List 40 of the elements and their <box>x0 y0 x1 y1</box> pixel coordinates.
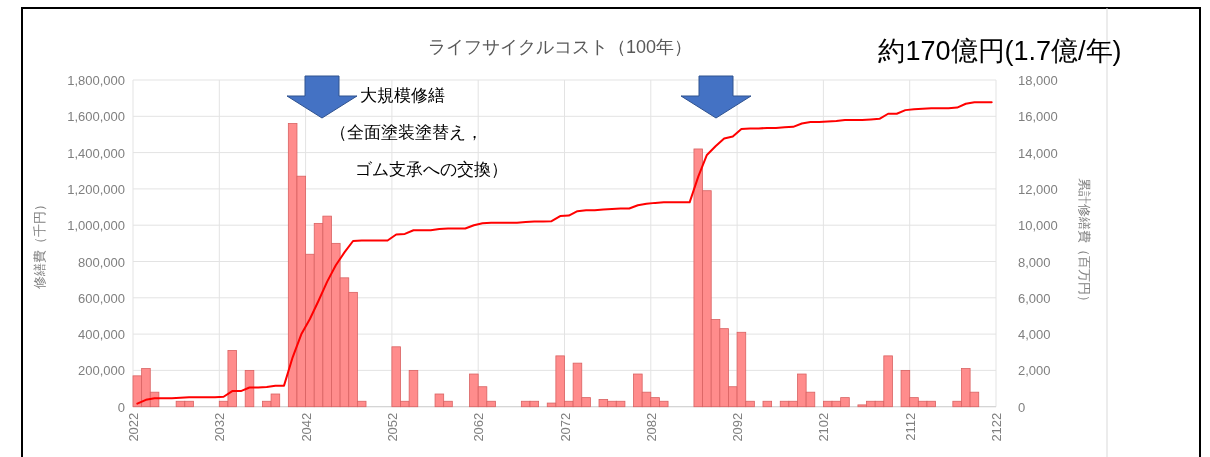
y-tick-label: 800,000 <box>78 254 125 270</box>
x-tick-label: 2082 <box>643 412 659 442</box>
annotation: 大規模修繕 <box>360 86 445 105</box>
y2-tick-label: 6,000 <box>1018 290 1051 306</box>
x-tick-label: 2092 <box>730 412 746 442</box>
y2-tick-label: 12,000 <box>1018 181 1058 197</box>
y2-tick-label: 0 <box>1018 399 1026 415</box>
y-tick-label: 400,000 <box>78 327 125 343</box>
x-tick-label: 2032 <box>212 412 228 442</box>
x-tick-label: 2062 <box>471 412 487 442</box>
chart-title: ライフサイクルコスト（100年） <box>427 37 693 57</box>
x-tick-label: 2052 <box>384 412 400 442</box>
x-tick-label: 2072 <box>557 412 573 442</box>
y-tick-label: 600,000 <box>78 290 125 306</box>
bar <box>762 400 773 408</box>
y2-tick-label: 18,000 <box>1018 73 1058 88</box>
y2-tick-label: 14,000 <box>1018 145 1058 161</box>
y-tick-label: 200,000 <box>78 363 125 379</box>
annotation: （全面塗装塗替え， <box>330 123 483 142</box>
x-tick-label: 2042 <box>298 412 314 442</box>
x-tick-label: 2102 <box>816 412 832 442</box>
annotation: ゴム支承への交換） <box>355 160 508 179</box>
y-tick-label: 1,000,000 <box>67 218 125 234</box>
y-tick-label: 1,600,000 <box>67 109 125 125</box>
y-tick-label: 1,800,000 <box>67 73 125 88</box>
y2-tick-label: 4,000 <box>1018 327 1051 343</box>
y-axis-title: 修繕費（千円） <box>32 197 47 289</box>
y2-tick-label: 10,000 <box>1018 218 1058 234</box>
y2-tick-label: 16,000 <box>1018 109 1058 125</box>
y-tick-label: 1,200,000 <box>67 181 125 197</box>
y-tick-label: 1,400,000 <box>67 145 125 161</box>
bar <box>244 370 255 408</box>
x-tick-label: 2122 <box>989 412 1004 442</box>
y2-tick-label: 8,000 <box>1018 254 1051 270</box>
y2-axis-title: 累計修繕費（百万円） <box>1077 178 1092 309</box>
x-tick-label: 2022 <box>126 412 141 442</box>
y-tick-label: 0 <box>117 399 125 415</box>
x-tick-label: 2112 <box>902 412 918 441</box>
y2-tick-label: 2,000 <box>1018 363 1051 379</box>
text: 約170億円(1.7億/年) <box>878 36 1122 66</box>
